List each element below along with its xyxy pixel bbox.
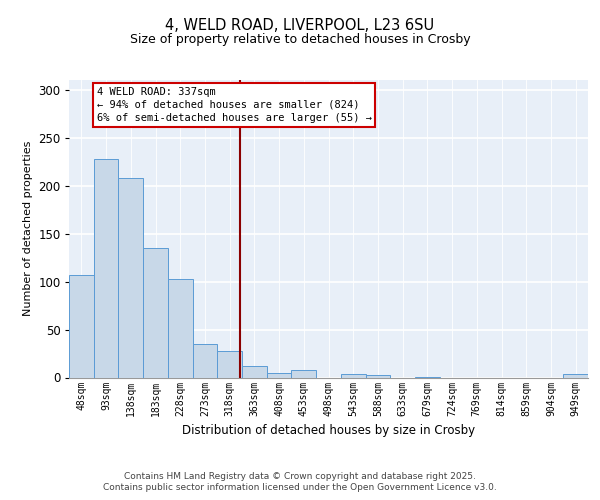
- Bar: [143, 248, 168, 378]
- Bar: [242, 366, 267, 378]
- Text: Size of property relative to detached houses in Crosby: Size of property relative to detached ho…: [130, 32, 470, 46]
- Text: 4 WELD ROAD: 337sqm
← 94% of detached houses are smaller (824)
6% of semi-detach: 4 WELD ROAD: 337sqm ← 94% of detached ho…: [97, 86, 371, 123]
- Bar: [193, 344, 217, 378]
- X-axis label: Distribution of detached houses by size in Crosby: Distribution of detached houses by size …: [182, 424, 475, 437]
- Bar: [94, 158, 118, 378]
- Bar: [292, 370, 316, 378]
- Bar: [563, 374, 588, 378]
- Y-axis label: Number of detached properties: Number of detached properties: [23, 141, 33, 316]
- Text: Contains HM Land Registry data © Crown copyright and database right 2025.
Contai: Contains HM Land Registry data © Crown c…: [103, 472, 497, 492]
- Bar: [365, 374, 390, 378]
- Bar: [341, 374, 365, 378]
- Bar: [168, 278, 193, 378]
- Bar: [267, 372, 292, 378]
- Text: 4, WELD ROAD, LIVERPOOL, L23 6SU: 4, WELD ROAD, LIVERPOOL, L23 6SU: [166, 18, 434, 32]
- Bar: [217, 350, 242, 378]
- Bar: [118, 178, 143, 378]
- Bar: [415, 376, 440, 378]
- Bar: [69, 275, 94, 378]
